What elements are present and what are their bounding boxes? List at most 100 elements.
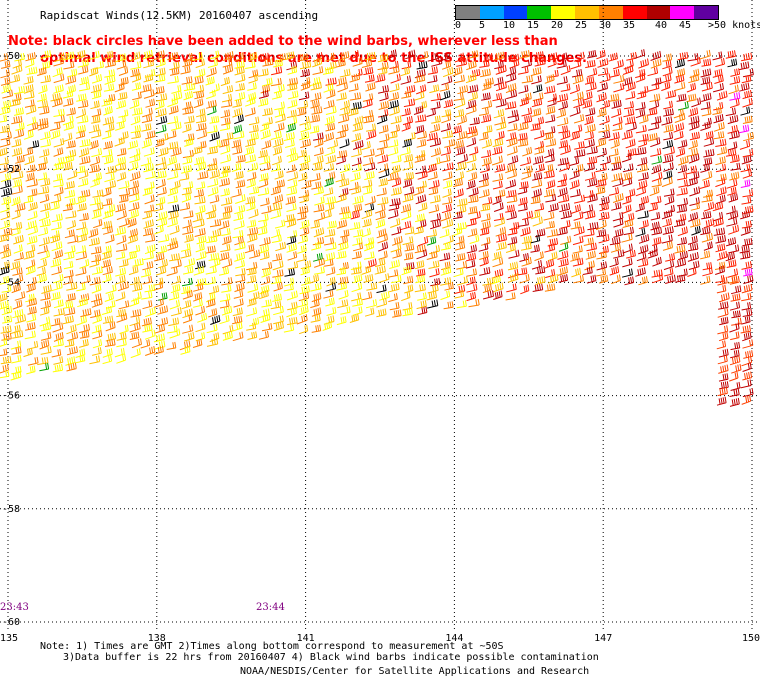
wind-barb	[271, 234, 282, 243]
wind-barb	[675, 274, 686, 283]
wind-barb	[622, 195, 632, 205]
wind-barb	[101, 250, 112, 260]
wind-barb	[155, 170, 167, 179]
wind-barb	[742, 189, 754, 198]
wind-barb	[366, 123, 377, 132]
wind-barb	[101, 97, 113, 107]
wind-barb	[521, 59, 532, 69]
wind-barb	[662, 154, 674, 164]
wind-barb	[261, 140, 272, 150]
wind-barb	[731, 310, 741, 319]
latitude-label: -52	[2, 164, 20, 175]
wind-barb	[454, 109, 465, 118]
wind-barb	[430, 219, 442, 230]
wind-barb	[728, 210, 739, 221]
wind-barb	[677, 197, 688, 207]
wind-barb	[688, 74, 700, 84]
wind-barb	[234, 114, 244, 125]
wind-barb	[299, 155, 311, 166]
wind-barb	[430, 277, 441, 287]
wind-barb	[0, 179, 12, 190]
wind-barb	[180, 243, 191, 252]
wind-barb	[521, 75, 533, 84]
wind-barb	[246, 219, 257, 228]
wind-barb	[192, 299, 203, 308]
longitude-label: 135	[0, 633, 18, 644]
wind-barb	[0, 164, 8, 174]
wind-barb	[612, 193, 624, 203]
wind-barb	[505, 179, 517, 189]
wind-barb	[38, 156, 48, 166]
wind-barb	[143, 219, 154, 229]
wind-barb	[27, 121, 39, 132]
wind-barb	[235, 83, 245, 92]
wind-barb	[454, 139, 464, 149]
wind-barb	[114, 226, 126, 236]
wind-barb	[454, 98, 466, 109]
wind-barb	[92, 202, 104, 212]
wind-barb	[221, 284, 232, 293]
wind-barb	[53, 332, 64, 342]
wind-barb	[507, 123, 518, 132]
wind-barb	[324, 258, 334, 267]
wind-barb	[26, 297, 37, 307]
wind-barb	[234, 91, 246, 102]
wind-barb	[258, 149, 268, 159]
wind-barb	[194, 90, 205, 100]
wind-barb	[429, 137, 441, 147]
longitude-label: 138	[148, 633, 166, 644]
wind-barb	[426, 132, 438, 141]
wind-barb	[403, 252, 414, 261]
wind-barb	[376, 187, 387, 197]
wind-barb	[325, 196, 336, 205]
colorbar-segment	[598, 6, 623, 19]
wind-barb	[323, 289, 334, 299]
wind-barb	[391, 155, 402, 164]
wind-barb	[179, 172, 190, 181]
wind-barb	[376, 114, 388, 125]
wind-barb	[11, 346, 22, 355]
wind-barb	[222, 331, 233, 341]
wind-barb	[76, 315, 87, 326]
wind-barb	[92, 330, 103, 340]
wind-barb	[13, 129, 25, 139]
wind-barb	[232, 107, 243, 118]
wind-barb	[508, 113, 520, 124]
wind-barb	[674, 258, 687, 268]
wind-barb	[274, 101, 285, 111]
wind-barb	[261, 262, 273, 270]
wind-barb	[348, 107, 359, 117]
wind-barb	[210, 139, 221, 149]
wind-barb	[288, 153, 299, 163]
wind-barb	[478, 179, 489, 188]
wind-barb	[557, 117, 569, 127]
wind-barb	[439, 154, 451, 164]
wind-barb	[2, 315, 13, 324]
wind-barb	[129, 180, 140, 190]
wind-barb	[742, 169, 752, 179]
wind-barb	[596, 137, 607, 148]
wind-barb	[300, 68, 310, 78]
wind-barb	[297, 100, 309, 109]
wind-barb	[129, 193, 140, 203]
wind-barb	[284, 51, 295, 61]
wind-barb	[729, 76, 741, 85]
wind-barb	[650, 58, 662, 69]
wind-barb	[558, 125, 569, 134]
wind-barb	[417, 131, 427, 140]
wind-barb	[611, 201, 622, 211]
wind-barb	[340, 306, 351, 315]
wind-barb	[690, 202, 700, 211]
wind-barb	[387, 146, 399, 157]
wind-barb	[600, 156, 611, 166]
wind-barb	[15, 154, 25, 164]
wind-barb	[155, 265, 167, 276]
wind-barb	[64, 180, 75, 190]
wind-barb	[364, 241, 375, 252]
wind-barb	[457, 115, 467, 125]
wind-barb	[730, 154, 740, 163]
wind-barb	[101, 149, 113, 158]
wind-barb	[417, 292, 427, 301]
wind-barb	[729, 322, 740, 333]
wind-barb	[206, 210, 217, 220]
